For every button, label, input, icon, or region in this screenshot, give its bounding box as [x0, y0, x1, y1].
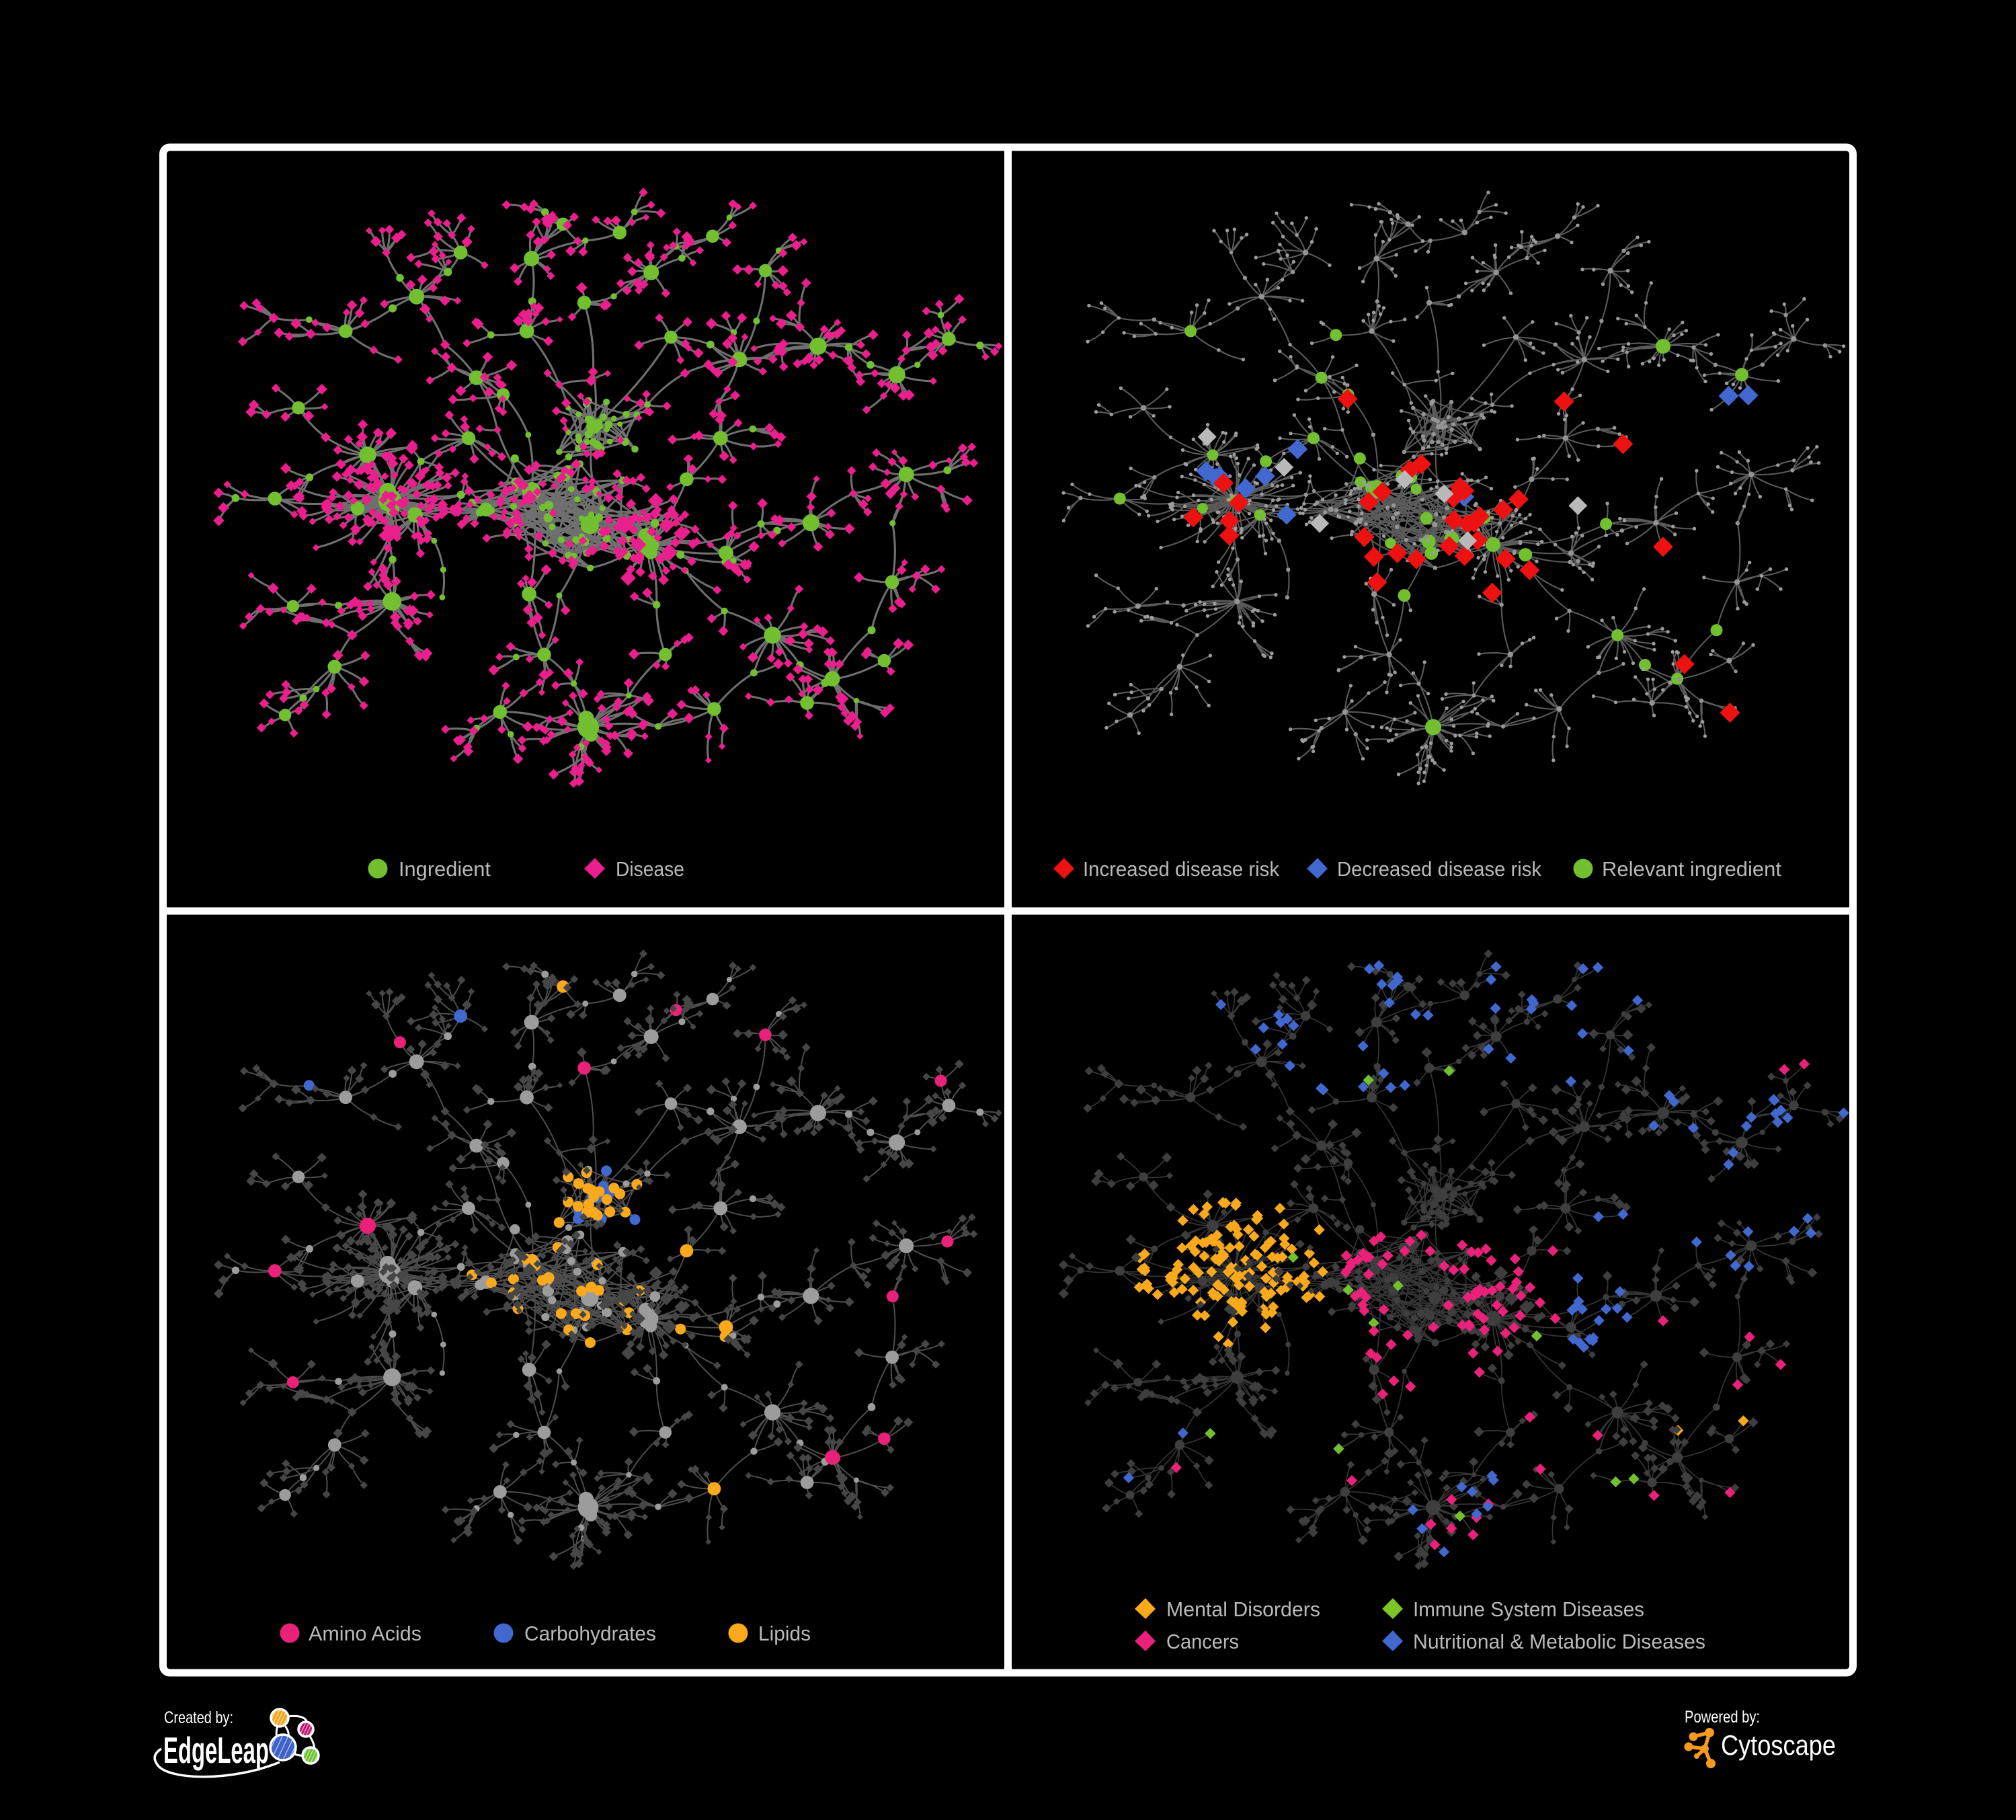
svg-text:Lipids: Lipids — [758, 1622, 811, 1645]
svg-text:Carbohydrates: Carbohydrates — [524, 1622, 656, 1645]
svg-text:Cancers: Cancers — [1166, 1630, 1239, 1653]
svg-text:Immune System Diseases: Immune System Diseases — [1413, 1597, 1644, 1621]
svg-text:Nutritional & Metabolic Diseas: Nutritional & Metabolic Diseases — [1413, 1630, 1705, 1653]
svg-text:Mental Disorders: Mental Disorders — [1166, 1597, 1320, 1621]
svg-text:Amino Acids: Amino Acids — [309, 1622, 421, 1645]
svg-text:Decreased disease risk: Decreased disease risk — [1337, 857, 1541, 881]
svg-text:Disease: Disease — [616, 857, 684, 881]
svg-text:Powered by:: Powered by: — [1685, 1708, 1760, 1727]
svg-text:Relevant ingredient: Relevant ingredient — [1602, 857, 1781, 881]
svg-text:Increased disease risk: Increased disease risk — [1083, 857, 1279, 881]
svg-text:Cytoscape: Cytoscape — [1721, 1729, 1836, 1761]
svg-text:Ingredient: Ingredient — [399, 857, 491, 881]
svg-text:EdgeLeap: EdgeLeap — [163, 1729, 269, 1771]
svg-text:Created by:: Created by: — [164, 1708, 233, 1727]
